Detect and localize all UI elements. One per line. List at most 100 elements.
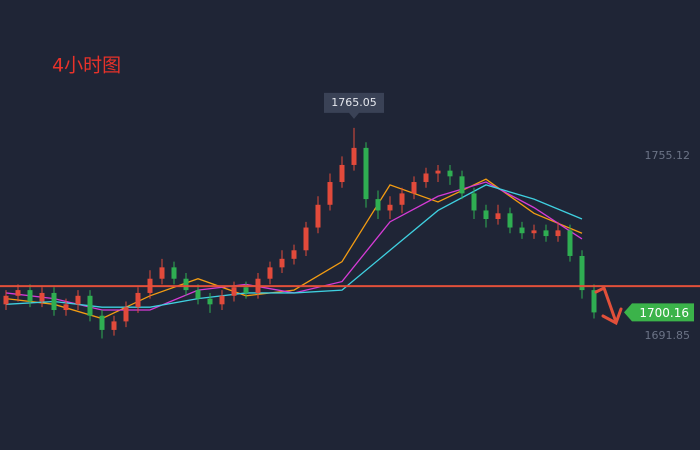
- candle: [243, 281, 249, 299]
- candle: [267, 261, 273, 285]
- candle-body: [291, 250, 297, 259]
- moving-average: [5, 184, 583, 308]
- candle-body: [351, 147, 357, 165]
- candle: [459, 170, 465, 200]
- candle: [435, 164, 441, 183]
- candle: [63, 298, 69, 316]
- candle: [363, 142, 369, 208]
- candle: [135, 287, 141, 313]
- y-tick-label: 1755.12: [645, 149, 691, 162]
- candle-body: [39, 292, 45, 302]
- candle-body: [111, 321, 117, 330]
- candle-body: [327, 182, 333, 205]
- candle-body: [303, 227, 309, 251]
- candle: [543, 224, 549, 242]
- candle-body: [519, 227, 525, 234]
- candle: [39, 287, 45, 308]
- candle: [207, 292, 213, 313]
- candle: [447, 164, 453, 185]
- candle-body: [75, 295, 81, 305]
- candle: [411, 176, 417, 200]
- candle: [279, 250, 285, 274]
- candle: [351, 127, 357, 171]
- candle: [219, 290, 225, 311]
- candle-body: [471, 193, 477, 211]
- candle-body: [243, 287, 249, 293]
- candle-body: [507, 213, 513, 228]
- candle-body: [435, 170, 441, 174]
- candle-body: [219, 295, 225, 305]
- candle-body: [483, 210, 489, 219]
- candle: [531, 224, 537, 239]
- candle: [3, 290, 9, 311]
- candle: [87, 290, 93, 322]
- candle: [339, 156, 345, 188]
- candle-body: [387, 204, 393, 211]
- candle-body: [207, 298, 213, 305]
- candle-body: [51, 292, 57, 311]
- candle: [507, 207, 513, 234]
- candle: [399, 187, 405, 214]
- candle: [123, 301, 129, 328]
- candle: [231, 281, 237, 302]
- candle: [27, 284, 33, 308]
- candle: [591, 284, 597, 319]
- candle-body: [423, 173, 429, 183]
- candle-body: [375, 199, 381, 211]
- high-label: 1765.05: [331, 96, 377, 109]
- arrow-head: [601, 307, 623, 326]
- last-price-label: 1700.16: [639, 306, 689, 320]
- candle: [99, 310, 105, 339]
- candle-body: [159, 267, 165, 279]
- candle-body: [123, 307, 129, 322]
- candle-body: [531, 230, 537, 234]
- candle-body: [591, 290, 597, 313]
- candle: [375, 190, 381, 219]
- candle: [315, 196, 321, 234]
- candle-body: [363, 147, 369, 200]
- candle: [579, 250, 585, 299]
- candle: [555, 221, 561, 242]
- y-tick-label: 1691.85: [645, 329, 691, 342]
- candle-body: [267, 267, 273, 279]
- candle-body: [27, 290, 33, 302]
- candle: [567, 224, 573, 262]
- candle-body: [195, 290, 201, 299]
- candle-body: [99, 315, 105, 330]
- candle-body: [543, 230, 549, 237]
- candle-body: [339, 164, 345, 183]
- candle-body: [183, 278, 189, 291]
- candle: [303, 221, 309, 256]
- candle-body: [171, 267, 177, 279]
- candle-body: [135, 292, 141, 308]
- chart-title: 4小时图: [52, 55, 121, 77]
- candle: [183, 273, 189, 296]
- candle: [75, 290, 81, 311]
- candle: [195, 284, 201, 305]
- high-callout: [324, 92, 384, 119]
- candle-body: [459, 176, 465, 194]
- candle: [159, 258, 165, 285]
- candle-body: [3, 295, 9, 305]
- last-price-tag: [624, 303, 694, 322]
- candle: [171, 261, 177, 285]
- candle: [51, 287, 57, 316]
- candle-body: [63, 304, 69, 311]
- candle-body: [579, 255, 585, 291]
- candle-body: [567, 230, 573, 256]
- candle: [423, 167, 429, 188]
- candle-body: [15, 290, 21, 296]
- candle: [111, 315, 117, 336]
- candle: [483, 204, 489, 228]
- candle: [327, 173, 333, 211]
- candle: [15, 284, 21, 302]
- candle-body: [279, 258, 285, 268]
- candle-body: [231, 287, 237, 296]
- candle-body: [447, 170, 453, 177]
- candle-body: [399, 193, 405, 205]
- down-arrow: [594, 285, 623, 326]
- candle: [495, 204, 501, 225]
- candle-body: [315, 204, 321, 228]
